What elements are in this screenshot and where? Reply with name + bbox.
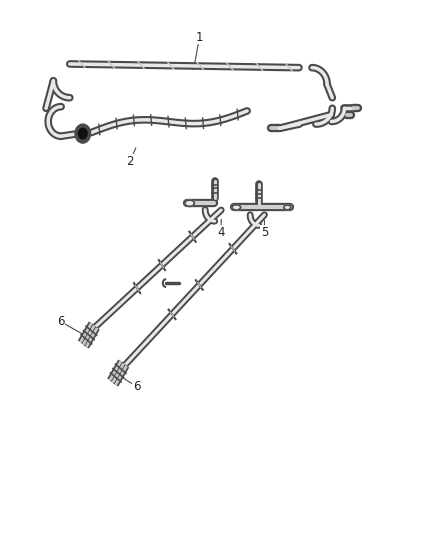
Circle shape bbox=[75, 124, 91, 143]
Text: 6: 6 bbox=[133, 380, 141, 393]
Ellipse shape bbox=[232, 205, 240, 210]
Text: 4: 4 bbox=[217, 225, 225, 239]
Circle shape bbox=[78, 128, 87, 139]
Text: 1: 1 bbox=[196, 30, 203, 44]
Ellipse shape bbox=[185, 200, 194, 206]
Ellipse shape bbox=[284, 205, 291, 210]
Text: 6: 6 bbox=[57, 316, 65, 328]
Text: 2: 2 bbox=[127, 155, 134, 167]
Text: 5: 5 bbox=[261, 225, 268, 239]
